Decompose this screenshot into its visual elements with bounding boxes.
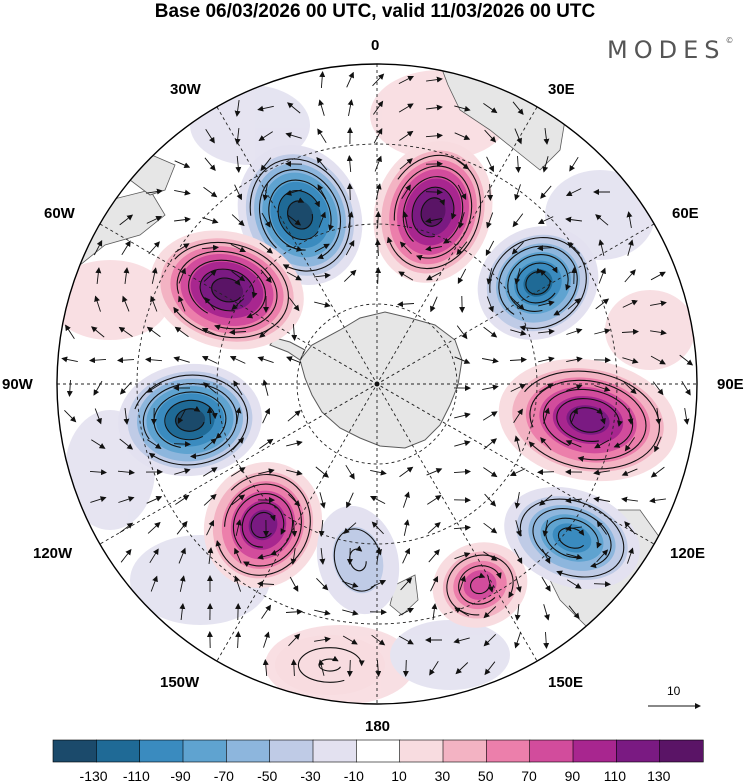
colorbar-swatch — [443, 740, 487, 762]
colorbar-swatch — [53, 740, 97, 762]
colorbar — [53, 740, 703, 762]
high-cell-180 — [275, 635, 385, 695]
lon-label-30e: 30E — [548, 81, 575, 98]
lon-label-120w: 120W — [33, 545, 72, 562]
colorbar-tick-label: -90 — [170, 768, 190, 784]
wind-arrow — [350, 660, 351, 676]
lon-label-60w: 60W — [44, 205, 75, 222]
colorbar-swatch — [660, 740, 704, 762]
lon-label-90w: 90W — [2, 376, 33, 393]
south-pole-marker — [375, 382, 380, 387]
colorbar-tick-label: 110 — [604, 768, 626, 784]
wind-arrow — [406, 660, 407, 676]
colorbar-swatch — [400, 740, 444, 762]
colorbar-tick-label: 10 — [391, 768, 407, 784]
colorbar-swatch — [573, 740, 617, 762]
colorbar-tick-label: -30 — [300, 768, 320, 784]
wind-arrow — [378, 268, 379, 284]
wind-arrow — [426, 192, 442, 193]
lon-label-150e: 150E — [548, 674, 583, 691]
colorbar-swatch — [616, 740, 660, 762]
colorbar-swatch — [183, 740, 227, 762]
colorbar-tick-label: -110 — [123, 768, 150, 784]
colorbar-tick-label: -130 — [80, 768, 108, 784]
colorbar-swatch — [486, 740, 530, 762]
colorbar-swatch — [140, 740, 184, 762]
colorbar-swatch — [96, 740, 140, 762]
colorbar-tick-label: 130 — [647, 768, 670, 784]
colorbar-tick-label: -50 — [257, 768, 277, 784]
lon-label-60e: 60E — [672, 205, 699, 222]
wind-arrow — [594, 584, 610, 585]
colorbar-tick-label: 50 — [478, 768, 494, 784]
colorbar-swatch — [270, 740, 314, 762]
colorbar-tick-label: -10 — [344, 768, 364, 784]
lon-label-120e: 120E — [670, 545, 705, 562]
wind-arrow — [174, 444, 190, 445]
colorbar-swatch — [356, 740, 400, 762]
lon-label-150w: 150W — [160, 674, 199, 691]
colorbar-tick-label: 70 — [521, 768, 537, 784]
colorbar-swatch — [226, 740, 270, 762]
colorbar-swatch — [313, 740, 357, 762]
colorbar-tick-label: 30 — [435, 768, 451, 784]
lon-label-0: 0 — [371, 37, 379, 54]
vector-scale-label: 10 — [667, 684, 680, 698]
lon-label-90e: 90E — [717, 376, 744, 393]
lon-label-30w: 30W — [170, 81, 201, 98]
wind-arrow — [350, 184, 351, 200]
lon-label-180: 180 — [365, 718, 390, 735]
wind-arrow — [538, 472, 554, 473]
colorbar-swatch — [530, 740, 574, 762]
colorbar-tick-label: 90 — [565, 768, 581, 784]
colorbar-tick-label: -70 — [214, 768, 234, 784]
